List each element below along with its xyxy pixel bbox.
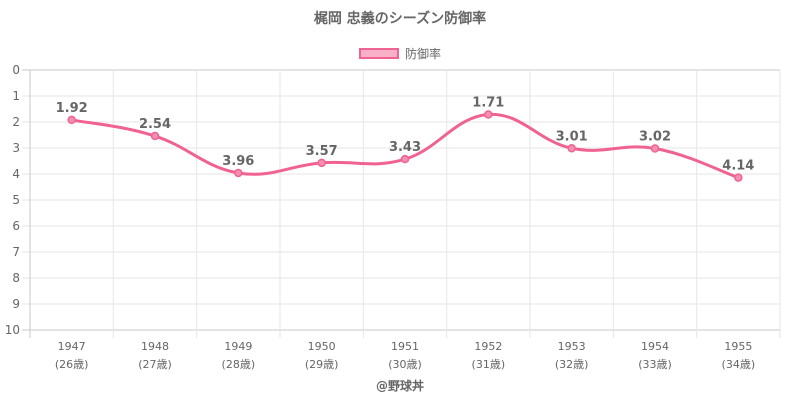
x-tick-sublabel: (30歳) bbox=[388, 358, 422, 371]
x-tick-sublabel: (29歳) bbox=[305, 358, 339, 371]
x-tick-label: 1947 bbox=[58, 340, 86, 353]
x-tick-sublabel: (26歳) bbox=[55, 358, 89, 371]
data-label: 1.92 bbox=[56, 101, 88, 116]
x-tick-label: 1949 bbox=[224, 340, 252, 353]
data-point bbox=[67, 115, 76, 125]
data-label: 3.96 bbox=[222, 154, 254, 169]
y-tick-label: 5 bbox=[12, 193, 20, 207]
y-tick-label: 1 bbox=[12, 89, 20, 103]
x-tick-sublabel: (27歳) bbox=[138, 358, 172, 371]
data-point bbox=[317, 158, 326, 168]
data-label: 3.57 bbox=[306, 144, 338, 159]
x-tick-label: 1950 bbox=[308, 340, 336, 353]
data-point bbox=[150, 131, 160, 141]
data-label: 2.54 bbox=[139, 117, 171, 132]
data-label: 4.14 bbox=[722, 159, 754, 174]
legend[interactable]: 防御率 bbox=[0, 45, 800, 62]
y-tick-label: 9 bbox=[12, 297, 20, 311]
data-point bbox=[734, 173, 743, 182]
y-tick-label: 4 bbox=[12, 167, 20, 181]
y-tick-label: 6 bbox=[12, 219, 20, 233]
x-tick-sublabel: (31歳) bbox=[472, 358, 506, 371]
data-label: 1.71 bbox=[472, 95, 504, 110]
x-tick-sublabel: (28歳) bbox=[222, 358, 256, 371]
data-point bbox=[567, 144, 576, 153]
legend-swatch bbox=[358, 48, 399, 59]
y-tick-label: 2 bbox=[12, 115, 20, 129]
x-tick-sublabel: (32歳) bbox=[555, 358, 589, 371]
data-label: 3.02 bbox=[639, 130, 671, 145]
data-label: 3.01 bbox=[556, 129, 588, 144]
y-tick-label: 8 bbox=[12, 271, 20, 285]
y-tick-label: 10 bbox=[5, 323, 20, 337]
y-tick-label: 7 bbox=[12, 245, 20, 259]
data-label: 3.43 bbox=[389, 140, 421, 155]
watermark: @野球丼 bbox=[375, 379, 424, 393]
x-tick-label: 1952 bbox=[474, 340, 502, 353]
x-tick-label: 1955 bbox=[724, 340, 752, 353]
x-tick-label: 1951 bbox=[391, 340, 419, 353]
x-tick-label: 1948 bbox=[141, 340, 169, 353]
x-tick-sublabel: (34歳) bbox=[722, 358, 756, 371]
data-point bbox=[650, 144, 660, 153]
data-point bbox=[484, 110, 493, 119]
y-tick-label: 0 bbox=[12, 63, 20, 77]
data-point bbox=[234, 168, 243, 178]
x-tick-label: 1954 bbox=[641, 340, 669, 353]
chart-title: 梶岡 忠義のシーズン防御率 bbox=[313, 11, 487, 27]
y-tick-label: 3 bbox=[12, 141, 20, 155]
legend-label: 防御率 bbox=[404, 47, 441, 61]
data-point bbox=[400, 154, 410, 164]
x-tick-label: 1953 bbox=[558, 340, 586, 353]
x-tick-sublabel: (33歳) bbox=[638, 358, 672, 371]
